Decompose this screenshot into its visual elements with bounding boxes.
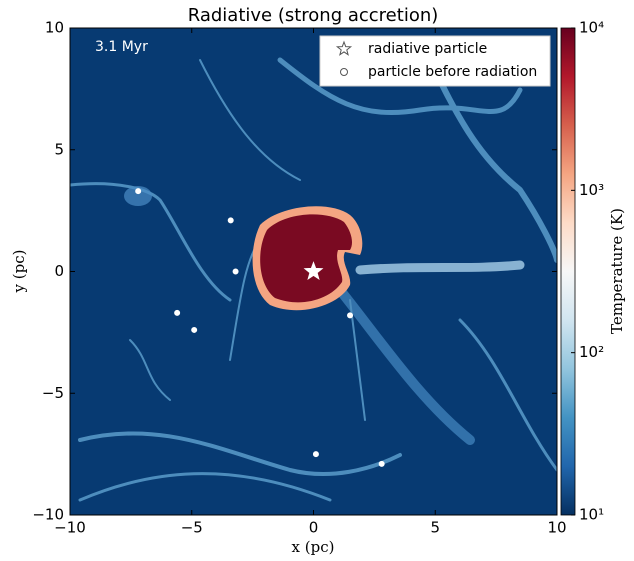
x-tick-label: 10 (547, 519, 566, 537)
y-tick-label: 10 (45, 19, 64, 37)
chart-title: Radiative (strong accretion) (188, 5, 439, 26)
y-tick-label: −5 (42, 384, 64, 402)
colorbar-tick-label: 10⁴ (579, 19, 604, 37)
y-tick-label: −10 (32, 506, 64, 524)
legend-label: particle before radiation (368, 64, 537, 80)
point (347, 312, 354, 319)
x-axis-label: x (pc) (292, 538, 335, 556)
x-tick-label: 0 (309, 519, 319, 537)
colorbar-tick-label: 10³ (579, 181, 604, 199)
annotation: 3.1 Myr (95, 39, 148, 55)
colorbar-tick-label: 10² (579, 343, 604, 361)
point (135, 188, 142, 195)
y-tick-label: 0 (54, 262, 64, 280)
legend-box (319, 35, 551, 87)
point (378, 460, 385, 467)
colorbar-tick-label: 10¹ (579, 506, 604, 524)
point (312, 451, 319, 458)
legend-marker (335, 40, 353, 56)
x-tick-label: 5 (430, 519, 440, 537)
y-axis-label: y (pc) (10, 250, 28, 294)
colorbar (560, 27, 576, 516)
field-image (70, 28, 557, 515)
point (232, 268, 239, 275)
legend-label: radiative particle (368, 41, 487, 57)
x-tick-label: −5 (181, 519, 203, 537)
legend-marker (340, 68, 348, 76)
point (227, 217, 234, 224)
colorbar-label: Temperature (K) (608, 208, 626, 334)
legend: radiative particle particle before radiat… (319, 35, 551, 87)
y-tick-label: 5 (54, 140, 64, 158)
point (191, 326, 198, 333)
x-tick-label: −10 (54, 519, 86, 537)
point (174, 309, 181, 316)
star-marker (303, 261, 324, 280)
